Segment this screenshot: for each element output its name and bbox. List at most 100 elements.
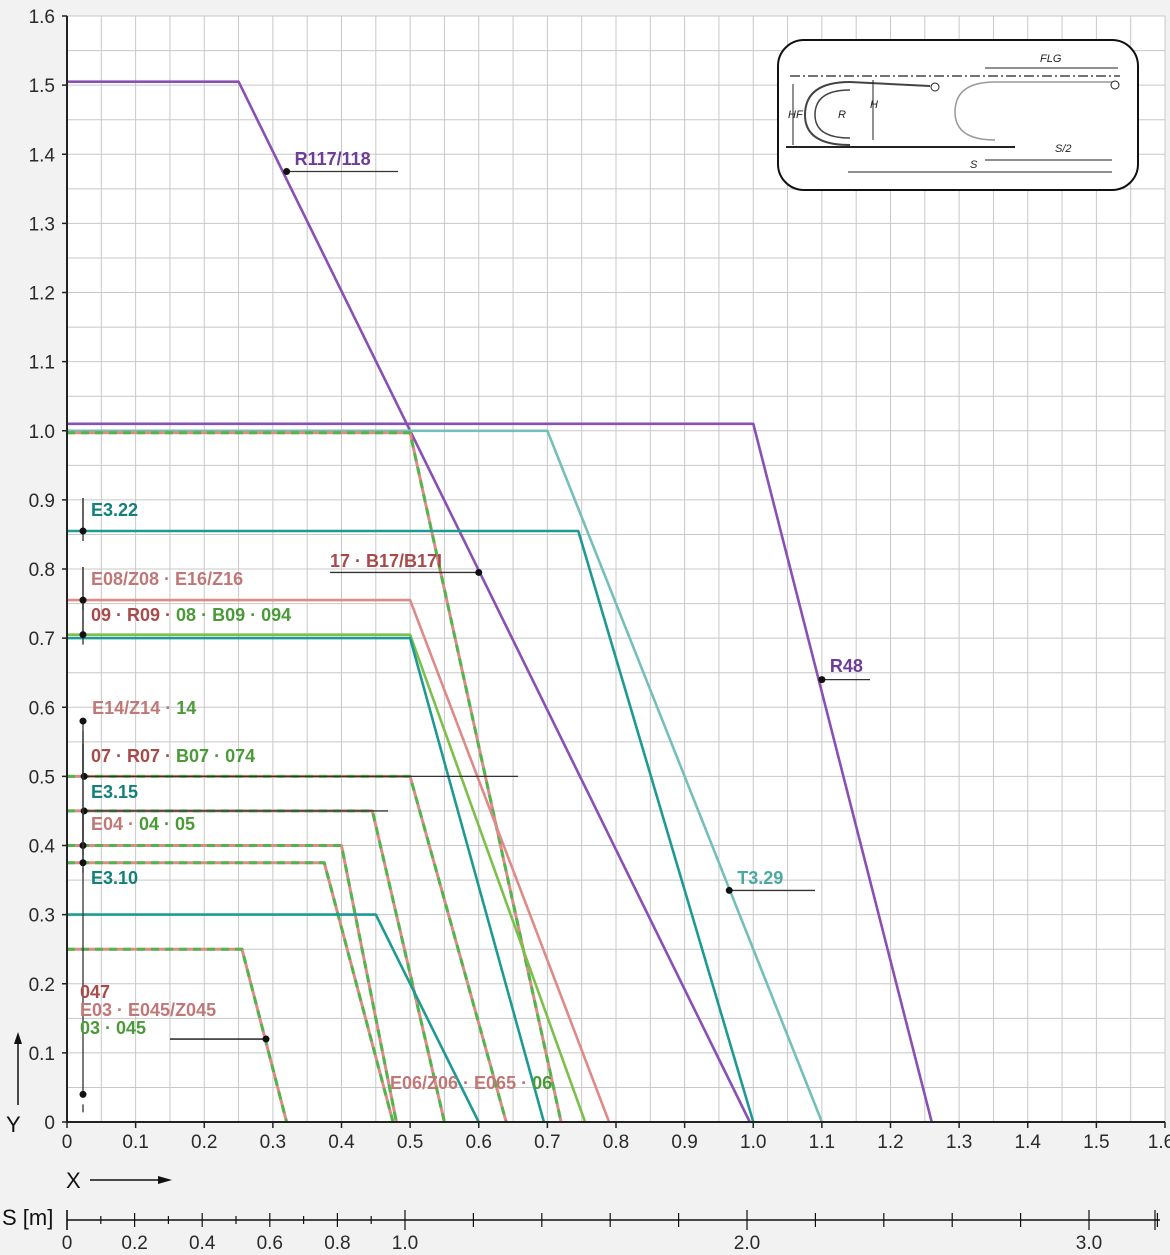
leader-dot — [79, 859, 87, 867]
series-label-13: 047 — [80, 982, 110, 1002]
x-tick-label: 1.1 — [809, 1132, 835, 1153]
series-label-part: 047 — [80, 982, 110, 1002]
series-line-dash-11 — [67, 861, 395, 1123]
series-label-part: 09 · R09 · — [91, 605, 176, 625]
x-tick-label: 1.5 — [1083, 1132, 1109, 1153]
series-line-12 — [67, 913, 480, 1123]
series-label-12: E04 · 04 · 05 — [79, 812, 195, 873]
series-line-dash-3 — [67, 431, 563, 1123]
leader-dot — [262, 1035, 270, 1043]
inset-label: HF — [788, 109, 804, 121]
series-label-part: 03 · 045 — [80, 1018, 146, 1038]
x-tick-label: 1.2 — [877, 1132, 903, 1153]
labels-layer: R117/118 R48 T3.29 17 · B17/B17I E3.15 E3.10 E… — [79, 149, 870, 1113]
inset-bend-right — [954, 81, 996, 141]
x-tick-label: 0.8 — [603, 1132, 629, 1153]
series-label-text: E3.15 — [91, 782, 138, 802]
series-label-1: R48 — [818, 656, 870, 684]
y-tick-label: 0.4 — [29, 837, 56, 858]
y-tick-label: 1.2 — [29, 284, 55, 305]
inset-label: S — [970, 159, 978, 171]
x-tick-label: 1.3 — [946, 1132, 972, 1153]
s-axis-tick-label: 1.0 — [392, 1233, 418, 1254]
series-label-text: 07 · R07 · B07 · 074 — [91, 746, 255, 766]
leader-dot — [79, 1090, 87, 1098]
y-axis-arrowhead — [14, 1032, 22, 1044]
y-tick-label: 1.1 — [29, 353, 55, 374]
series-label-part: E14/Z14 · — [92, 698, 176, 718]
series-label-part: R117/118 — [295, 149, 371, 169]
series-line-5 — [67, 598, 611, 1123]
series-line-7 — [67, 636, 546, 1123]
series-label-text: E3.22 — [91, 500, 138, 520]
inset-label: FLG — [1040, 53, 1062, 65]
series-label-14: E03 · E045/Z045 — [80, 1000, 216, 1020]
series-label-text: E08/Z08 · E16/Z16 — [91, 569, 243, 589]
series-label-part: R48 — [830, 656, 863, 676]
leader-dot — [79, 631, 87, 639]
series-label-part: 14 — [176, 698, 196, 718]
series-label-7: E08/Z08 · E16/Z16 — [79, 567, 243, 611]
series-line-1 — [67, 422, 933, 1123]
series-label-part: E3.10 — [91, 868, 138, 888]
x-tick-label: 0.9 — [671, 1132, 697, 1153]
leader-dot — [79, 527, 87, 535]
series-label-text: R117/118 — [295, 149, 371, 169]
secondary-axis-label: S [m] — [2, 1205, 53, 1230]
x-tick-label: 1.0 — [740, 1132, 766, 1153]
series-line-4 — [67, 529, 755, 1123]
y-tick-label: 0.5 — [29, 767, 55, 788]
leader-dot — [283, 168, 291, 176]
series-label-part: E3.22 — [91, 500, 138, 520]
series-label-text: 047 — [80, 982, 110, 1002]
series-label-part: E03 · E045/Z045 — [80, 1000, 216, 1020]
inset-label: S/2 — [1055, 143, 1072, 155]
x-tick-label: 0.3 — [260, 1132, 286, 1153]
leader-dot — [79, 596, 87, 604]
series-line-dash-10 — [67, 844, 398, 1123]
y-tick-label: 0.1 — [29, 1044, 55, 1065]
x-tick-label: 1.4 — [1015, 1132, 1042, 1153]
grid-layer — [66, 15, 1166, 1123]
x-tick-label: 0.4 — [328, 1132, 355, 1153]
series-label-part: T3.29 — [737, 868, 783, 888]
y-tick-label: 0.7 — [29, 629, 55, 650]
series-label-2: T3.29 — [725, 868, 815, 894]
s-axis-tick-label: 0.6 — [257, 1233, 283, 1254]
x-axis-label: X — [66, 1168, 81, 1193]
series-label-text: E3.10 — [91, 868, 138, 888]
x-tick-label: 0.6 — [466, 1132, 492, 1153]
s-axis-tick-label: 0.8 — [324, 1233, 350, 1254]
series-label-5: E3.10 — [79, 868, 138, 1113]
y-tick-label: 1.6 — [29, 7, 55, 28]
inset-end-left — [930, 82, 940, 92]
leader-dot — [475, 568, 483, 576]
series-label-10: E06/Z06 · E065 · 06 — [80, 807, 552, 1093]
series-label-part: 07 · R07 · — [91, 746, 176, 766]
series-label-part: 04 · 05 — [139, 814, 195, 834]
series-label-text: E03 · E045/Z045 — [80, 1000, 216, 1020]
series-line-dash-13 — [67, 947, 289, 1123]
series-label-text: 17 · B17/B17I — [330, 551, 442, 571]
series-label-part: E04 · — [91, 814, 139, 834]
series-label-part: E06/Z06 · E065 · — [390, 1073, 532, 1093]
x-tick-label: 0.5 — [397, 1132, 423, 1153]
series-label-text: 09 · R09 · 08 · B09 · 094 — [91, 605, 291, 625]
series-label-text: E04 · 04 · 05 — [91, 814, 195, 834]
s-axis-tick-label: 3.0 — [1076, 1233, 1102, 1254]
inset-label: R — [838, 109, 846, 121]
series-label-part: 06 — [532, 1073, 552, 1093]
s-axis-tick-label: 0.2 — [121, 1233, 147, 1254]
series-label-text: E06/Z06 · E065 · 06 — [390, 1073, 552, 1093]
series-label-part: E08/Z08 · E16/Z16 — [91, 569, 243, 589]
series-label-part: B07 · 074 — [176, 746, 255, 766]
series-label-6: E3.22 — [79, 498, 138, 541]
x-axis-arrowhead — [158, 1176, 172, 1184]
series-label-3: 17 · B17/B17I — [330, 551, 483, 576]
leader-dot — [818, 676, 826, 684]
y-tick-label: 0.3 — [29, 906, 55, 927]
leader-dot — [80, 772, 88, 780]
series-label-8: 09 · R09 · 08 · B09 · 094 — [79, 603, 291, 645]
